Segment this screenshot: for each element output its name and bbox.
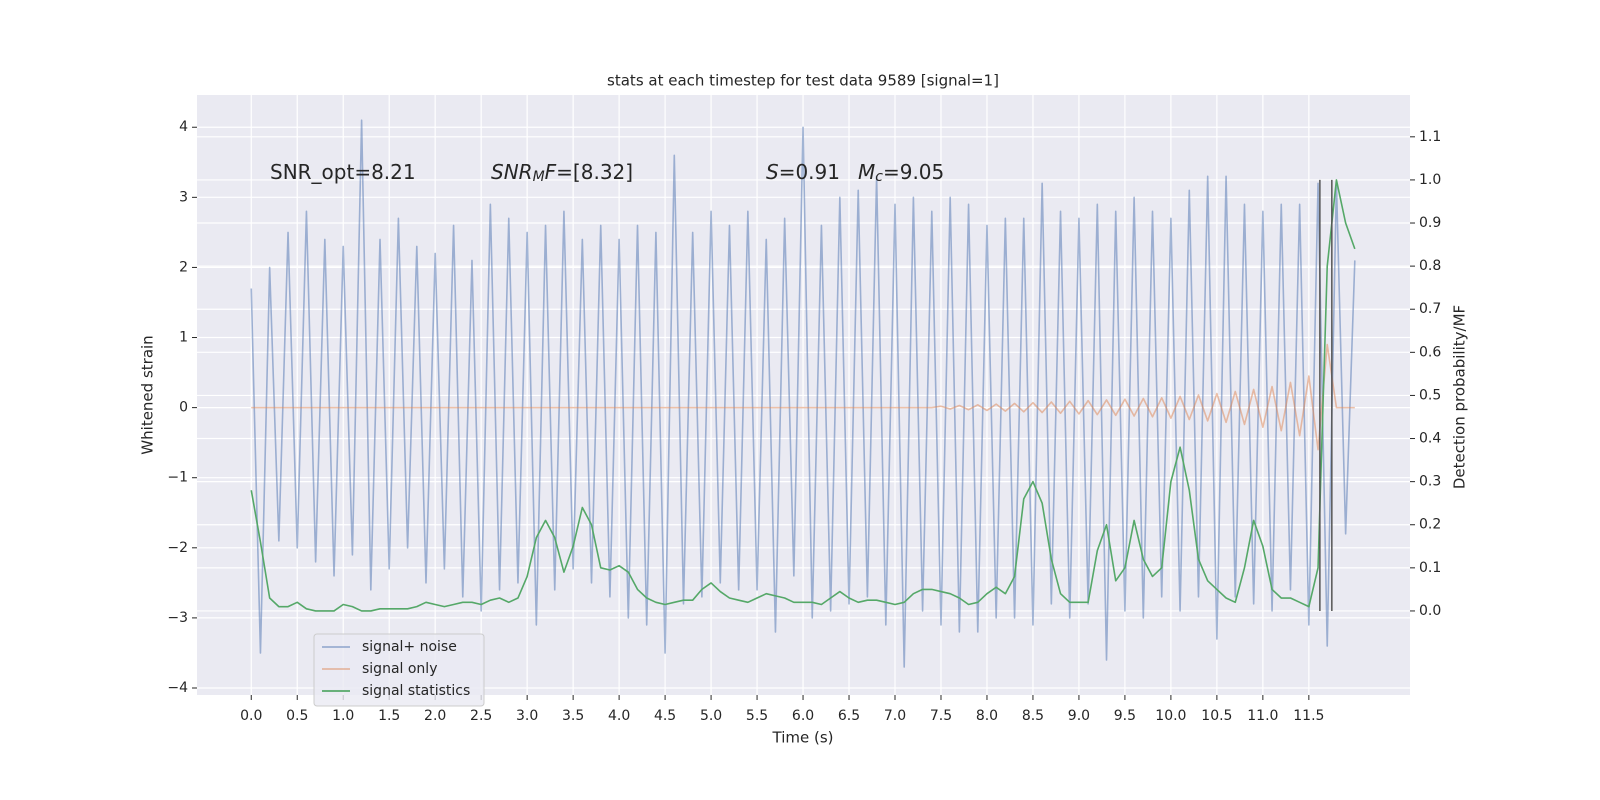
- y2-tick-label: 0.8: [1419, 258, 1441, 274]
- chart-title: stats at each timestep for test data 958…: [607, 72, 999, 90]
- y-tick-label: 0: [179, 400, 188, 416]
- x-tick-label: 1.5: [378, 708, 400, 724]
- x-tick-label: 0.0: [240, 708, 262, 724]
- legend-label: signal statistics: [362, 683, 470, 699]
- annotation-part: S: [766, 160, 779, 184]
- x-tick-label: 7.5: [930, 708, 952, 724]
- x-tick-label: 4.0: [608, 708, 630, 724]
- x-tick-label: 3.0: [516, 708, 538, 724]
- x-tick-label: 11.5: [1293, 708, 1324, 724]
- annotation-part: M: [533, 169, 545, 185]
- y-tick-label: −2: [167, 540, 188, 556]
- y2-tick-label: 0.5: [1419, 387, 1441, 403]
- x-tick-label: 9.5: [1114, 708, 1136, 724]
- y2-tick-label: 0.3: [1419, 474, 1441, 490]
- y2-tick-label: 0.6: [1419, 344, 1441, 360]
- annotation-part: SNR_opt=8.21: [270, 160, 416, 184]
- y-tick-label: 3: [179, 189, 188, 205]
- legend-box: [313, 633, 485, 707]
- x-axis-label: Time (s): [772, 729, 834, 747]
- y-tick-label: 4: [179, 119, 188, 135]
- x-tick-label: 1.0: [332, 708, 354, 724]
- y2-axis-label: Detection probability/MF: [1451, 305, 1469, 489]
- x-tick-label: 2.5: [470, 708, 492, 724]
- annotation-part: SNR: [491, 160, 533, 184]
- y2-tick-label: 0.9: [1419, 215, 1441, 231]
- annotation-part: M: [858, 160, 875, 184]
- x-tick-label: 6.5: [838, 708, 860, 724]
- legend-label: signal+ noise: [362, 639, 457, 655]
- y2-tick-label: 1.1: [1419, 129, 1441, 145]
- y2-tick-label: 0.2: [1419, 517, 1441, 533]
- legend-label: signal only: [362, 661, 437, 677]
- y-tick-label: 1: [179, 330, 188, 346]
- annotation: Mc=9.05: [858, 160, 944, 186]
- x-tick-label: 10.5: [1201, 708, 1232, 724]
- y-tick-label: −1: [167, 470, 188, 486]
- x-tick-label: 6.0: [792, 708, 814, 724]
- annotation-part: c: [875, 169, 883, 185]
- annotation: SNRMF=[8.32]: [491, 160, 633, 186]
- x-tick-label: 11.0: [1247, 708, 1278, 724]
- annotation-part: =9.05: [883, 160, 944, 184]
- series-line: [250, 119, 1356, 668]
- annotation-part: F: [545, 160, 557, 184]
- y-axis-label: Whitened strain: [139, 335, 157, 454]
- x-tick-label: 0.5: [286, 708, 308, 724]
- x-tick-label: 8.5: [1022, 708, 1044, 724]
- y2-tick-label: 0.4: [1419, 431, 1441, 447]
- y2-tick-label: 0.1: [1419, 560, 1441, 576]
- y2-tick-label: 0.0: [1419, 603, 1441, 619]
- y-tick-label: −3: [167, 610, 188, 626]
- y-tick-label: 2: [179, 259, 188, 275]
- y-tick-label: −4: [167, 680, 188, 696]
- x-tick-label: 8.0: [976, 708, 998, 724]
- x-tick-label: 5.5: [746, 708, 768, 724]
- annotation: S=0.91: [766, 160, 840, 184]
- annotation-part: =0.91: [779, 160, 840, 184]
- series-line: [250, 179, 1356, 612]
- x-tick-label: 7.0: [884, 708, 906, 724]
- y2-tick-label: 1.0: [1419, 172, 1441, 188]
- x-tick-label: 2.0: [424, 708, 446, 724]
- y2-tick-label: 0.7: [1419, 301, 1441, 317]
- x-tick-label: 9.0: [1068, 708, 1090, 724]
- annotation: SNR_opt=8.21: [270, 160, 416, 184]
- x-tick-label: 5.0: [700, 708, 722, 724]
- series-line: [251, 343, 1355, 451]
- x-tick-label: 4.5: [654, 708, 676, 724]
- x-tick-label: 10.0: [1155, 708, 1186, 724]
- x-tick-label: 3.5: [562, 708, 584, 724]
- annotation-part: =[8.32]: [556, 160, 633, 184]
